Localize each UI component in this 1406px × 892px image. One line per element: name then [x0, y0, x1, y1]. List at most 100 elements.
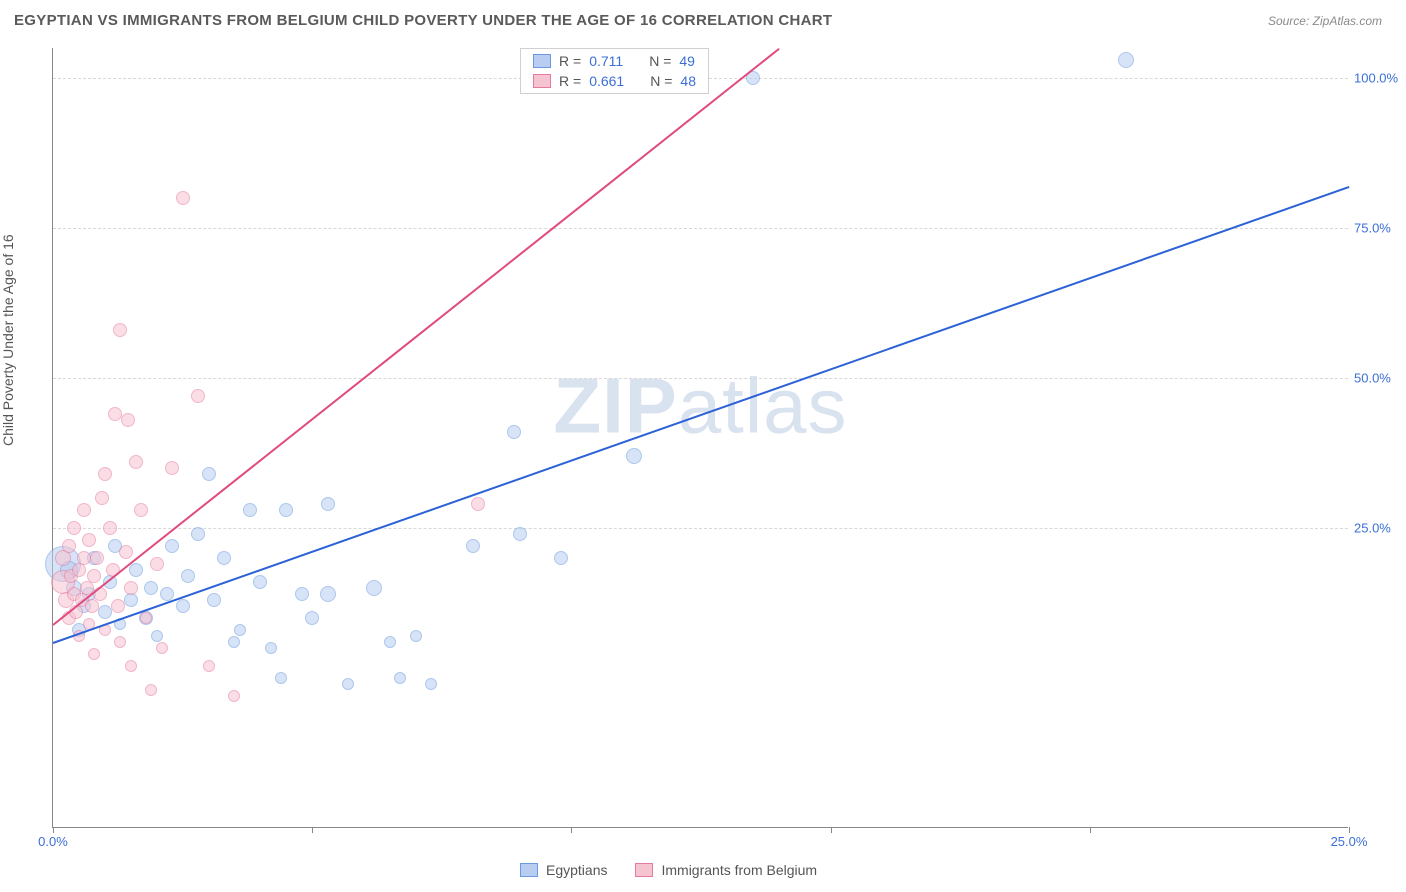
data-point [114, 636, 126, 648]
data-point [507, 425, 521, 439]
data-point [72, 563, 86, 577]
data-point [121, 413, 135, 427]
data-point [176, 599, 190, 613]
data-point [88, 648, 100, 660]
data-point [113, 323, 127, 337]
data-point [342, 678, 354, 690]
data-point [85, 599, 99, 613]
gridline-h [53, 228, 1348, 229]
legend-stat-row: R = 0.661 N = 48 [521, 71, 708, 91]
data-point [90, 551, 104, 565]
r-label: R = [559, 73, 581, 89]
legend-label: Immigrants from Belgium [661, 862, 817, 878]
r-value: 0.711 [589, 53, 623, 69]
data-point [140, 612, 152, 624]
data-point [202, 467, 216, 481]
data-point [234, 624, 246, 636]
x-tick-mark [1090, 827, 1091, 833]
n-value: 49 [679, 53, 695, 69]
data-point [129, 563, 143, 577]
legend-item: Immigrants from Belgium [635, 862, 817, 878]
data-point [471, 497, 485, 511]
data-point [203, 660, 215, 672]
y-tick-label: 75.0% [1354, 221, 1404, 236]
legend-swatch [533, 74, 551, 88]
data-point [265, 642, 277, 654]
data-point [77, 503, 91, 517]
data-point [466, 539, 480, 553]
data-point [165, 539, 179, 553]
data-point [129, 455, 143, 469]
data-point [384, 636, 396, 648]
n-label: N = [649, 53, 671, 69]
data-point [243, 503, 257, 517]
data-point [145, 684, 157, 696]
data-point [228, 636, 240, 648]
data-point [295, 587, 309, 601]
correlation-legend: R = 0.711 N = 49 R = 0.661 N = 48 [520, 48, 709, 94]
data-point [119, 545, 133, 559]
data-point [228, 690, 240, 702]
data-point [125, 660, 137, 672]
legend-item: Egyptians [520, 862, 607, 878]
data-point [253, 575, 267, 589]
data-point [165, 461, 179, 475]
data-point [82, 533, 96, 547]
legend-label: Egyptians [546, 862, 607, 878]
data-point [1118, 52, 1134, 68]
data-point [181, 569, 195, 583]
data-point [191, 527, 205, 541]
data-point [320, 586, 336, 602]
data-point [554, 551, 568, 565]
x-tick-mark [571, 827, 572, 833]
data-point [103, 521, 117, 535]
r-value: 0.661 [589, 73, 624, 89]
y-axis-label: Child Poverty Under the Age of 16 [0, 234, 16, 446]
x-tick-label: 25.0% [1331, 834, 1368, 849]
r-label: R = [559, 53, 581, 69]
x-tick-mark [1349, 827, 1350, 833]
data-point [111, 599, 125, 613]
trend-line [52, 48, 779, 626]
data-point [275, 672, 287, 684]
chart-title: EGYPTIAN VS IMMIGRANTS FROM BELGIUM CHIL… [14, 12, 832, 29]
data-point [124, 593, 138, 607]
scatter-plot-area: ZIPatlas 25.0%50.0%75.0%100.0%0.0%25.0% [52, 48, 1348, 828]
data-point [77, 551, 91, 565]
trend-line [53, 186, 1350, 644]
data-point [62, 539, 76, 553]
data-point [425, 678, 437, 690]
data-point [513, 527, 527, 541]
legend-swatch [520, 863, 538, 877]
n-label: N = [650, 73, 672, 89]
data-point [124, 581, 138, 595]
data-point [108, 407, 122, 421]
y-tick-label: 100.0% [1354, 71, 1404, 86]
legend-swatch [533, 54, 551, 68]
data-point [626, 448, 642, 464]
x-tick-label: 0.0% [38, 834, 68, 849]
data-point [217, 551, 231, 565]
data-point [134, 503, 148, 517]
n-value: 48 [680, 73, 696, 89]
data-point [305, 611, 319, 625]
data-point [156, 642, 168, 654]
data-point [366, 580, 382, 596]
data-point [176, 191, 190, 205]
data-point [98, 605, 112, 619]
source-attribution: Source: ZipAtlas.com [1268, 14, 1382, 28]
data-point [279, 503, 293, 517]
x-tick-mark [312, 827, 313, 833]
data-point [191, 389, 205, 403]
data-point [207, 593, 221, 607]
x-tick-mark [53, 827, 54, 833]
data-point [67, 521, 81, 535]
legend-swatch [635, 863, 653, 877]
data-point [394, 672, 406, 684]
series-legend: Egyptians Immigrants from Belgium [520, 862, 817, 878]
data-point [95, 491, 109, 505]
gridline-h [53, 528, 1348, 529]
x-tick-mark [831, 827, 832, 833]
data-point [150, 557, 164, 571]
y-tick-label: 50.0% [1354, 371, 1404, 386]
